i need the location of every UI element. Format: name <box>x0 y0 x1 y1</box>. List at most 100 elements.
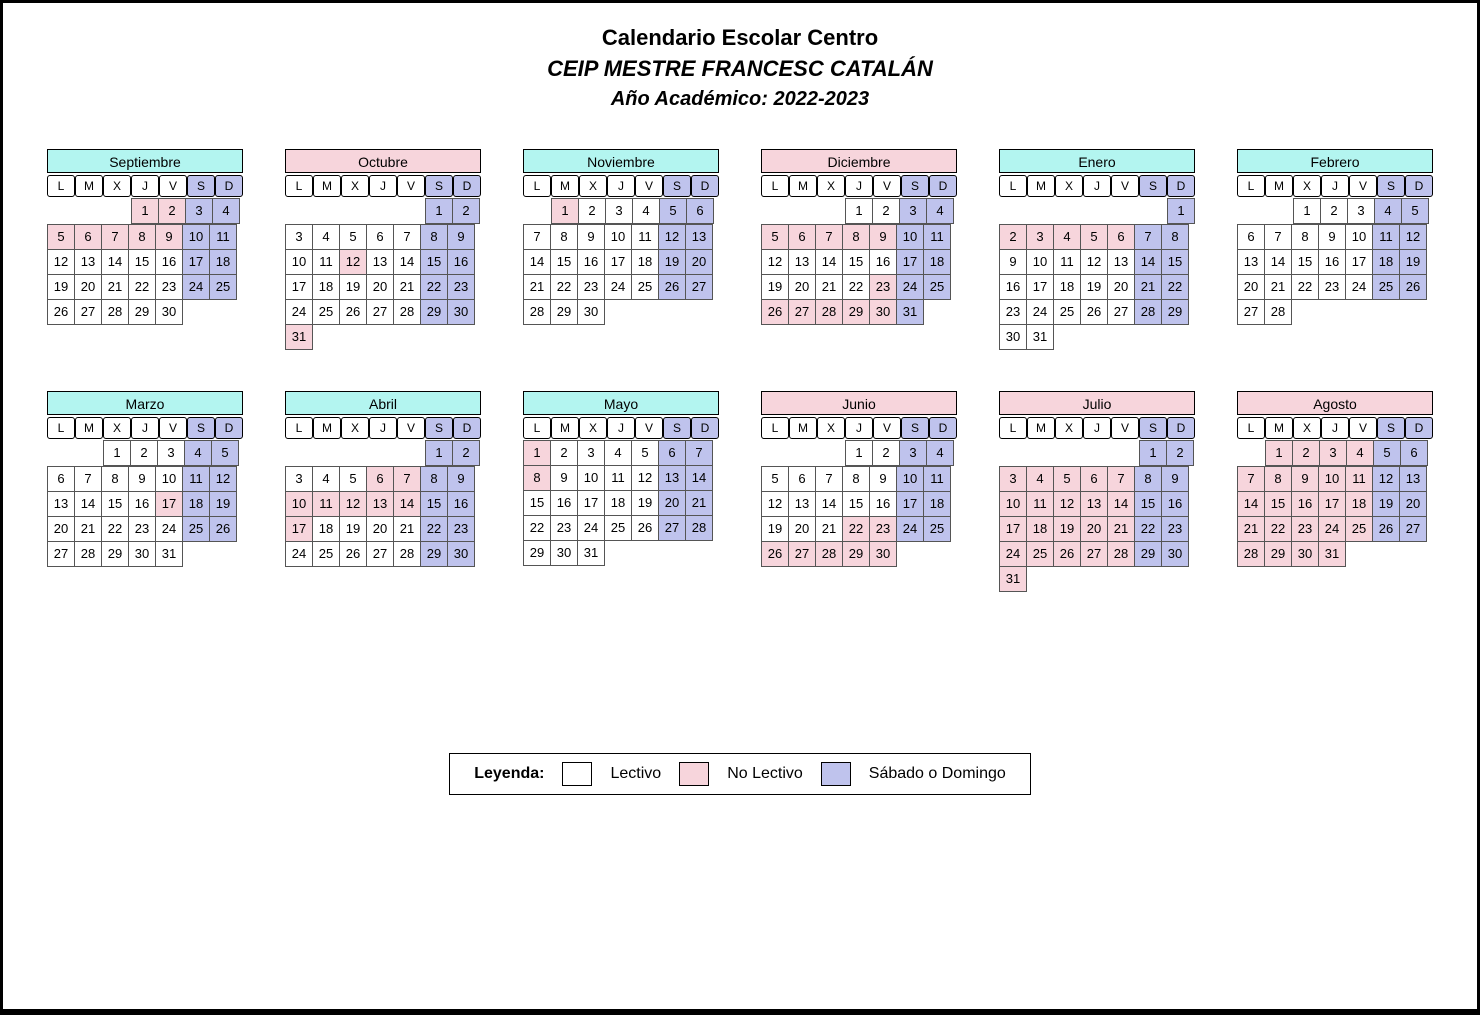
blank-cell <box>633 300 661 326</box>
week-row: 3456789 <box>999 467 1195 492</box>
week-row: 21222324252627 <box>523 275 719 300</box>
dow-cell: L <box>999 175 1027 197</box>
dow-cell: M <box>1265 417 1293 439</box>
month-octubre: OctubreLMXJVSD12345678910111213141516171… <box>285 149 481 351</box>
blank-cell <box>1166 325 1194 351</box>
day-cell: 5 <box>339 224 367 250</box>
blank-cell <box>761 441 789 467</box>
day-cell: 16 <box>577 249 605 275</box>
blank-cell <box>1320 300 1348 326</box>
blank-cell <box>397 325 425 351</box>
dow-cell: V <box>1349 417 1377 439</box>
day-cell: 3 <box>1347 198 1375 224</box>
blank-cell <box>397 441 425 467</box>
title-line-3: Año Académico: 2022-2023 <box>3 85 1477 113</box>
day-cell: 28 <box>393 541 421 567</box>
day-cell: 18 <box>604 490 632 516</box>
dow-row: LMXJVSD <box>285 173 481 199</box>
day-cell: 7 <box>393 224 421 250</box>
blank-cell <box>999 441 1027 467</box>
month-febrero: FebreroLMXJVSD12345678910111213141516171… <box>1237 149 1433 351</box>
blank-cell <box>1402 542 1430 568</box>
day-cell: 3 <box>1026 224 1054 250</box>
day-cell: 25 <box>923 516 951 542</box>
dow-cell: L <box>285 417 313 439</box>
day-cell: 22 <box>101 516 129 542</box>
day-cell: 17 <box>604 249 632 275</box>
day-cell: 16 <box>155 249 183 275</box>
dow-cell: V <box>1349 175 1377 197</box>
blank-cell <box>183 300 211 326</box>
day-cell: 17 <box>999 516 1027 542</box>
dow-cell: L <box>47 175 75 197</box>
day-cell: 9 <box>447 224 475 250</box>
dow-cell: V <box>873 175 901 197</box>
day-cell: 24 <box>999 541 1027 567</box>
day-cell: 10 <box>1345 224 1373 250</box>
day-cell: 18 <box>923 249 951 275</box>
month-marzo: MarzoLMXJVSD1234567891011121314151617181… <box>47 391 243 593</box>
week-row: 17181920212223 <box>999 517 1195 542</box>
day-cell: 8 <box>420 224 448 250</box>
day-cell: 4 <box>184 440 212 466</box>
day-cell: 12 <box>339 491 367 517</box>
day-cell: 6 <box>1237 224 1265 250</box>
day-cell: 13 <box>1399 466 1427 492</box>
blank-cell <box>211 542 239 568</box>
day-cell: 12 <box>658 224 686 250</box>
day-cell: 8 <box>1161 224 1189 250</box>
dow-cell: M <box>1027 417 1055 439</box>
day-cell: 2 <box>158 198 186 224</box>
day-cell: 16 <box>999 274 1027 300</box>
day-cell: 11 <box>1053 249 1081 275</box>
blank-cell <box>1111 199 1139 225</box>
day-cell: 1 <box>425 440 453 466</box>
day-cell: 10 <box>1318 466 1346 492</box>
blank-cell <box>313 199 341 225</box>
dow-cell: S <box>425 175 453 197</box>
day-cell: 9 <box>869 466 897 492</box>
blank-cell <box>1083 199 1111 225</box>
day-cell: 16 <box>447 491 475 517</box>
day-cell: 20 <box>74 274 102 300</box>
day-cell: 24 <box>182 274 210 300</box>
dow-cell: D <box>929 175 957 197</box>
dow-cell: S <box>1139 175 1167 197</box>
legend-text: Lectivo <box>610 765 661 783</box>
day-cell: 20 <box>658 490 686 516</box>
day-cell: 21 <box>393 516 421 542</box>
day-cell: 16 <box>1161 491 1189 517</box>
day-cell: 28 <box>1107 541 1135 567</box>
dow-cell: J <box>845 175 873 197</box>
dow-row: LMXJVSD <box>285 415 481 441</box>
blank-cell <box>75 441 103 467</box>
day-cell: 22 <box>1134 516 1162 542</box>
day-cell: 26 <box>339 541 367 567</box>
day-cell: 26 <box>761 299 789 325</box>
day-cell: 26 <box>1080 299 1108 325</box>
day-cell: 9 <box>447 466 475 492</box>
day-cell: 14 <box>393 491 421 517</box>
day-cell: 22 <box>550 274 578 300</box>
day-cell: 11 <box>604 465 632 491</box>
day-cell: 14 <box>393 249 421 275</box>
day-cell: 7 <box>1264 224 1292 250</box>
day-cell: 12 <box>631 465 659 491</box>
blank-cell <box>341 199 369 225</box>
day-cell: 7 <box>393 466 421 492</box>
day-cell: 2 <box>1292 440 1320 466</box>
day-cell: 4 <box>604 440 632 466</box>
day-cell: 7 <box>1237 466 1265 492</box>
dow-cell: X <box>817 175 845 197</box>
blank-cell <box>1374 542 1402 568</box>
dow-cell: S <box>1139 417 1167 439</box>
dow-cell: L <box>761 417 789 439</box>
day-cell: 17 <box>1318 491 1346 517</box>
blank-cell <box>1055 199 1083 225</box>
day-cell: 30 <box>155 299 183 325</box>
blank-cell <box>789 199 817 225</box>
day-cell: 31 <box>1026 324 1054 350</box>
day-cell: 8 <box>842 466 870 492</box>
day-cell: 24 <box>285 299 313 325</box>
day-cell: 12 <box>1372 466 1400 492</box>
